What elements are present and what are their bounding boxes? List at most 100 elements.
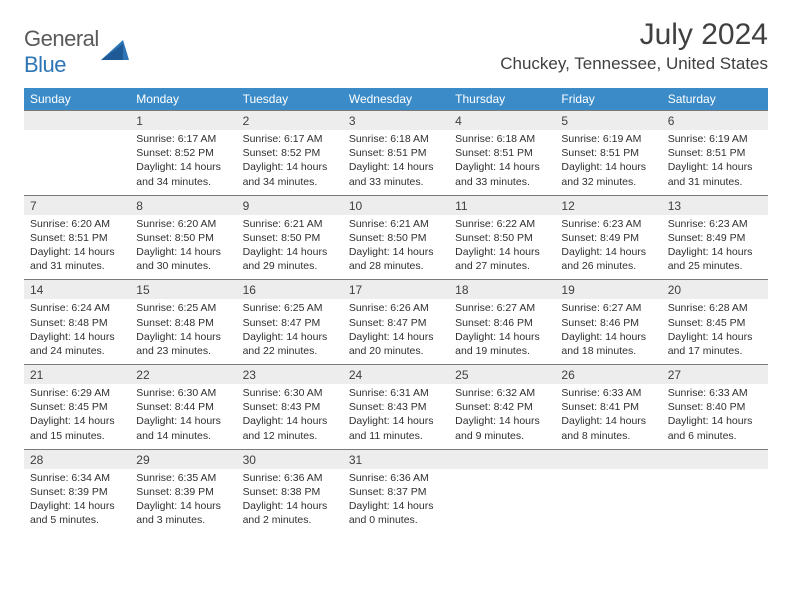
day-cell (555, 469, 661, 534)
day-number: 18 (449, 279, 555, 299)
day-number: 1 (130, 110, 236, 130)
sunset-text: Sunset: 8:39 PM (136, 485, 230, 499)
calendar-page: General Blue July 2024 Chuckey, Tennesse… (0, 0, 792, 533)
day-number: 6 (662, 110, 768, 130)
sunrise-text: Sunrise: 6:17 AM (136, 132, 230, 146)
dl2-text: and 30 minutes. (136, 259, 230, 273)
sunset-text: Sunset: 8:49 PM (668, 231, 762, 245)
day-cell: Sunrise: 6:18 AMSunset: 8:51 PMDaylight:… (449, 130, 555, 195)
dl2-text: and 2 minutes. (243, 513, 337, 527)
sunrise-text: Sunrise: 6:23 AM (668, 217, 762, 231)
day-number: 17 (343, 279, 449, 299)
sunset-text: Sunset: 8:46 PM (455, 316, 549, 330)
day-cell: Sunrise: 6:17 AMSunset: 8:52 PMDaylight:… (237, 130, 343, 195)
sunrise-text: Sunrise: 6:18 AM (349, 132, 443, 146)
sunset-text: Sunset: 8:50 PM (136, 231, 230, 245)
day-number: 7 (24, 195, 130, 215)
day-cell: Sunrise: 6:22 AMSunset: 8:50 PMDaylight:… (449, 215, 555, 280)
day-number: 16 (237, 279, 343, 299)
sunset-text: Sunset: 8:47 PM (349, 316, 443, 330)
day-cell: Sunrise: 6:27 AMSunset: 8:46 PMDaylight:… (555, 299, 661, 364)
dl2-text: and 25 minutes. (668, 259, 762, 273)
sunrise-text: Sunrise: 6:25 AM (136, 301, 230, 315)
sunrise-text: Sunrise: 6:36 AM (349, 471, 443, 485)
day-cell: Sunrise: 6:29 AMSunset: 8:45 PMDaylight:… (24, 384, 130, 449)
dl1-text: Daylight: 14 hours (136, 160, 230, 174)
day-number-row: 21222324252627 (24, 364, 768, 384)
dl1-text: Daylight: 14 hours (30, 330, 124, 344)
day-cell: Sunrise: 6:34 AMSunset: 8:39 PMDaylight:… (24, 469, 130, 534)
day-number: 14 (24, 279, 130, 299)
dl1-text: Daylight: 14 hours (243, 499, 337, 513)
day-cell (662, 469, 768, 534)
dl2-text: and 8 minutes. (561, 429, 655, 443)
sunrise-text: Sunrise: 6:22 AM (455, 217, 549, 231)
month-title: July 2024 (500, 18, 768, 52)
day-cell: Sunrise: 6:36 AMSunset: 8:38 PMDaylight:… (237, 469, 343, 534)
day-of-week: Tuesday (237, 88, 343, 110)
day-cell: Sunrise: 6:26 AMSunset: 8:47 PMDaylight:… (343, 299, 449, 364)
day-cell: Sunrise: 6:25 AMSunset: 8:47 PMDaylight:… (237, 299, 343, 364)
day-cell: Sunrise: 6:21 AMSunset: 8:50 PMDaylight:… (237, 215, 343, 280)
day-body-row: Sunrise: 6:29 AMSunset: 8:45 PMDaylight:… (24, 384, 768, 449)
day-number-row: 14151617181920 (24, 279, 768, 299)
day-body-row: Sunrise: 6:20 AMSunset: 8:51 PMDaylight:… (24, 215, 768, 280)
sunset-text: Sunset: 8:45 PM (668, 316, 762, 330)
day-cell: Sunrise: 6:33 AMSunset: 8:41 PMDaylight:… (555, 384, 661, 449)
dl2-text: and 17 minutes. (668, 344, 762, 358)
dl1-text: Daylight: 14 hours (455, 160, 549, 174)
day-of-week: Friday (555, 88, 661, 110)
day-number: 27 (662, 364, 768, 384)
sunset-text: Sunset: 8:51 PM (561, 146, 655, 160)
day-cell (449, 469, 555, 534)
sunset-text: Sunset: 8:48 PM (136, 316, 230, 330)
dl1-text: Daylight: 14 hours (668, 160, 762, 174)
sunrise-text: Sunrise: 6:20 AM (30, 217, 124, 231)
day-number: 20 (662, 279, 768, 299)
dl2-text: and 28 minutes. (349, 259, 443, 273)
day-number: 25 (449, 364, 555, 384)
day-cell: Sunrise: 6:30 AMSunset: 8:44 PMDaylight:… (130, 384, 236, 449)
day-cell: Sunrise: 6:36 AMSunset: 8:37 PMDaylight:… (343, 469, 449, 534)
sunset-text: Sunset: 8:51 PM (30, 231, 124, 245)
sunrise-text: Sunrise: 6:20 AM (136, 217, 230, 231)
dl2-text: and 20 minutes. (349, 344, 443, 358)
day-number (24, 110, 130, 130)
day-cell: Sunrise: 6:35 AMSunset: 8:39 PMDaylight:… (130, 469, 236, 534)
day-number: 15 (130, 279, 236, 299)
day-body-row: Sunrise: 6:17 AMSunset: 8:52 PMDaylight:… (24, 130, 768, 195)
dl1-text: Daylight: 14 hours (349, 499, 443, 513)
day-number: 21 (24, 364, 130, 384)
sunrise-text: Sunrise: 6:32 AM (455, 386, 549, 400)
day-number: 31 (343, 449, 449, 469)
day-number: 10 (343, 195, 449, 215)
sunset-text: Sunset: 8:52 PM (136, 146, 230, 160)
sunset-text: Sunset: 8:51 PM (668, 146, 762, 160)
dl2-text: and 34 minutes. (243, 175, 337, 189)
dl1-text: Daylight: 14 hours (349, 245, 443, 259)
day-cell: Sunrise: 6:24 AMSunset: 8:48 PMDaylight:… (24, 299, 130, 364)
dl1-text: Daylight: 14 hours (349, 330, 443, 344)
sunrise-text: Sunrise: 6:33 AM (668, 386, 762, 400)
day-cell: Sunrise: 6:25 AMSunset: 8:48 PMDaylight:… (130, 299, 236, 364)
day-cell: Sunrise: 6:23 AMSunset: 8:49 PMDaylight:… (555, 215, 661, 280)
dl1-text: Daylight: 14 hours (455, 414, 549, 428)
sunrise-text: Sunrise: 6:18 AM (455, 132, 549, 146)
day-number: 13 (662, 195, 768, 215)
sunset-text: Sunset: 8:52 PM (243, 146, 337, 160)
dl2-text: and 9 minutes. (455, 429, 549, 443)
dl1-text: Daylight: 14 hours (668, 245, 762, 259)
logo-part2: Blue (24, 52, 66, 77)
dl1-text: Daylight: 14 hours (349, 414, 443, 428)
day-number: 28 (24, 449, 130, 469)
dl2-text: and 23 minutes. (136, 344, 230, 358)
day-number: 24 (343, 364, 449, 384)
day-cell: Sunrise: 6:28 AMSunset: 8:45 PMDaylight:… (662, 299, 768, 364)
dl1-text: Daylight: 14 hours (136, 330, 230, 344)
header: General Blue July 2024 Chuckey, Tennesse… (24, 18, 768, 78)
day-number: 12 (555, 195, 661, 215)
dl2-text: and 31 minutes. (668, 175, 762, 189)
dl2-text: and 33 minutes. (455, 175, 549, 189)
dl2-text: and 5 minutes. (30, 513, 124, 527)
day-cell: Sunrise: 6:18 AMSunset: 8:51 PMDaylight:… (343, 130, 449, 195)
